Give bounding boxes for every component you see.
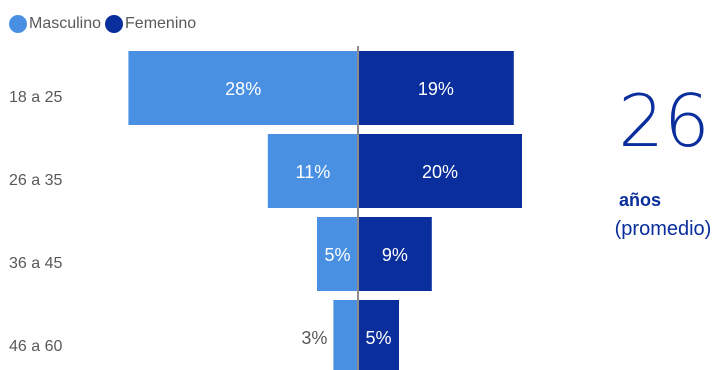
- data-label-female: 5%: [365, 328, 391, 348]
- bar-male: [267, 134, 358, 208]
- legend-swatch-female: [105, 15, 124, 33]
- legend-label-male: Masculino: [29, 15, 102, 32]
- bar-female: [358, 134, 522, 208]
- category-label: 36 a 45: [9, 255, 62, 272]
- legend-swatch-male: [9, 15, 27, 33]
- legend-label-female: Femenino: [125, 15, 197, 32]
- category-label: 26 a 35: [9, 172, 62, 189]
- average-age-unit: años: [618, 190, 661, 210]
- data-label-female: 20%: [422, 162, 458, 182]
- category-label: 18 a 25: [9, 89, 62, 106]
- category-label: 46 a 60: [9, 338, 62, 355]
- bar-male: [128, 51, 358, 125]
- legend-item-female: Femenino: [105, 15, 196, 33]
- bar-female: [358, 217, 432, 291]
- data-label-male: 28%: [225, 79, 261, 99]
- average-age-value: 26: [618, 79, 710, 163]
- data-label-female: 19%: [418, 79, 454, 99]
- average-age-note: (promedio): [614, 218, 712, 240]
- bar-female: [358, 51, 514, 125]
- data-label-male: 3%: [301, 328, 327, 348]
- bar-male: [317, 217, 358, 291]
- data-label-female: 9%: [382, 245, 408, 265]
- data-label-male: 5%: [324, 245, 350, 265]
- data-label-male: 11%: [296, 162, 331, 182]
- bar-female: [358, 300, 399, 370]
- legend-item-male: Masculino: [9, 15, 101, 33]
- bar-male: [333, 300, 358, 370]
- legend: Masculino Femenino: [9, 15, 200, 33]
